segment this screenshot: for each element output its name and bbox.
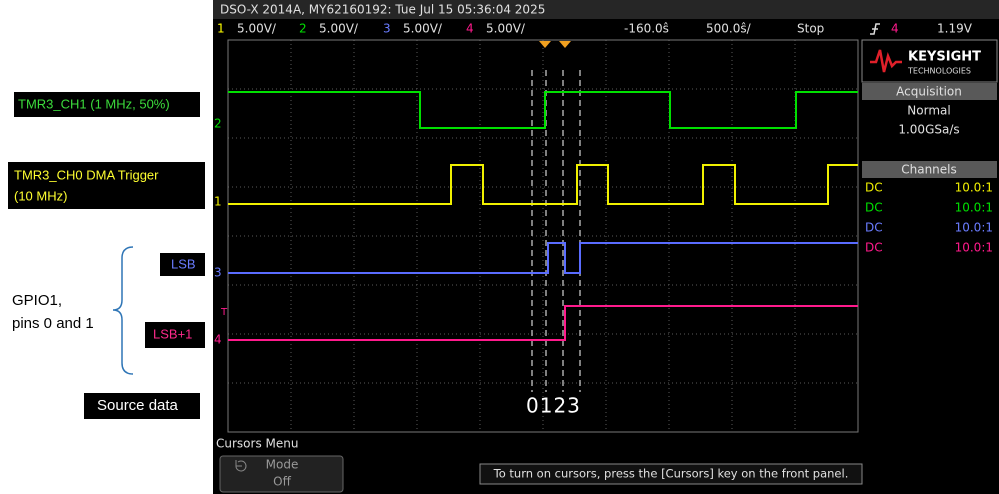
trigger-channel: 4 [891,22,899,36]
brace [112,246,134,375]
ch-number: 2 [299,22,307,36]
channel-probe: 10.0:1 [955,181,993,195]
message-box [479,463,863,485]
ann-box [160,253,205,276]
channel-rows: DC 10.0:1 DC 10.0:1 DC 10.0:1 DC 10.0:1 [865,181,993,255]
ann-gpio: pins 0 and 1 [12,315,94,332]
ann-gpio: GPIO1, [12,292,62,309]
ann-box [8,162,205,209]
ch-scale: 5.00V/ [237,22,277,36]
time-offset: -160.0ŝ [624,22,669,36]
channel-probe: 10.0:1 [955,221,993,235]
softkey[interactable] [219,455,344,493]
trigger-marker [559,41,571,48]
ch-number: 3 [383,22,391,36]
brand: KEYSIGHT [908,50,981,65]
message: To turn on cursors, press the [Cursors] … [493,467,849,481]
panel-header [862,161,997,178]
plot-frame [227,39,859,433]
ch-number: 1 [217,22,225,36]
title-bar [213,0,999,19]
ch-scale: 5.00V/ [319,22,359,36]
menu-title: Cursors Menu [216,437,298,451]
ground-marker: 1 [214,195,222,209]
channels-title: Channels [901,163,957,177]
trigger-icon [870,23,880,35]
acq-mode: Normal [907,104,950,118]
run-state: Stop [797,22,824,36]
acq-title: Acquisition [896,85,962,99]
logo-wave [870,49,902,73]
trigger-level-marker: T [220,307,228,318]
graticule [228,40,858,432]
ch-number: 4 [466,22,474,36]
acq-rate: 1.00GSa/s [898,123,959,137]
ch-scale: 5.00V/ [403,22,443,36]
waveform-ch3 [228,242,858,274]
ann-box [145,322,205,348]
channel-probe: 10.0:1 [955,201,993,215]
ground-marker: 2 [214,117,222,131]
ann-box [84,393,200,419]
ann-lsb: LSB [171,256,196,271]
ann-lsb1: LSB+1 [153,326,192,341]
waveform-ch1 [228,164,858,205]
logo-box [861,39,998,83]
ch-scale: 5.00V/ [486,22,526,36]
cursor-numbers: 0123 [526,394,581,418]
trigger-level: 1.19V [937,22,973,36]
ground-marker: 3 [214,266,222,280]
panel-header [862,83,997,100]
time-ref-marker [539,41,551,48]
channel-coupling: DC [865,181,883,195]
softkey-label: Mode [266,458,299,472]
time-scale: 500.0ŝ/ [706,22,752,36]
waveform-ch2 [228,91,858,129]
ground-marker: 4 [214,333,222,347]
scope-title: DSO-X 2014A, MY62160192: Tue Jul 15 05:3… [220,3,545,17]
channel-coupling: DC [865,241,883,255]
softkey-icon [235,460,247,472]
brand-sub: TECHNOLOGIES [907,67,971,76]
channel-coupling: DC [865,201,883,215]
waveform-ch4 [228,305,858,341]
ann-box [14,92,200,117]
ann-source: Source data [97,397,179,414]
ann-ch1: TMR3_CH1 (1 MHz, 50%) [18,96,170,111]
status-bar: 1 5.00V/ 2 5.00V/ 3 5.00V/ 4 5.00V/ -160… [217,22,973,36]
ann-ch0: (10 MHz) [14,188,67,203]
ann-ch0: TMR3_CH0 DMA Trigger [14,167,159,182]
softkey-value: Off [273,475,291,489]
channel-probe: 10.0:1 [955,241,993,255]
channel-coupling: DC [865,221,883,235]
